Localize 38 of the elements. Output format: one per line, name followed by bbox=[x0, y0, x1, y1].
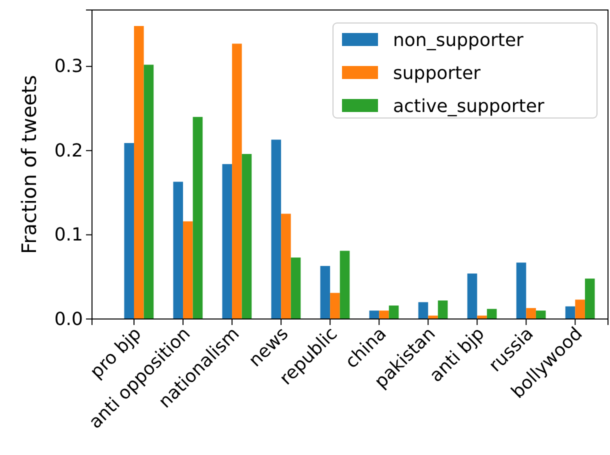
bar bbox=[134, 26, 144, 319]
bar bbox=[222, 164, 232, 319]
bar bbox=[379, 310, 389, 319]
legend-label: active_supporter bbox=[393, 96, 545, 117]
bar bbox=[320, 266, 330, 319]
bar bbox=[428, 316, 438, 319]
bar bbox=[173, 182, 184, 319]
y-tick-label: 0.1 bbox=[54, 224, 83, 246]
bar bbox=[526, 308, 536, 319]
bar bbox=[232, 44, 242, 319]
legend-label: supporter bbox=[393, 63, 482, 84]
bar bbox=[271, 140, 282, 319]
y-tick-label: 0.3 bbox=[54, 56, 83, 78]
bar bbox=[565, 306, 576, 319]
bar bbox=[281, 214, 291, 319]
bar bbox=[340, 250, 350, 319]
bar bbox=[467, 274, 478, 319]
bar bbox=[290, 258, 301, 319]
bar bbox=[438, 300, 448, 319]
y-axis-title: Fraction of tweets bbox=[17, 75, 41, 254]
bar bbox=[388, 306, 399, 319]
bar bbox=[575, 300, 585, 319]
bar bbox=[486, 308, 497, 319]
bar bbox=[192, 116, 203, 319]
bar bbox=[536, 310, 546, 319]
bar bbox=[516, 262, 526, 319]
bar bbox=[584, 278, 595, 319]
y-tick-label: 0.0 bbox=[54, 308, 83, 330]
y-tick-label: 0.2 bbox=[54, 140, 83, 162]
bar bbox=[144, 64, 154, 319]
legend-label: non_supporter bbox=[393, 30, 524, 51]
bar bbox=[330, 292, 340, 319]
bar bbox=[242, 154, 252, 319]
bar bbox=[418, 302, 428, 319]
bar bbox=[477, 316, 487, 319]
bar bbox=[183, 221, 193, 319]
bar bbox=[124, 143, 134, 319]
bar bbox=[369, 310, 380, 319]
